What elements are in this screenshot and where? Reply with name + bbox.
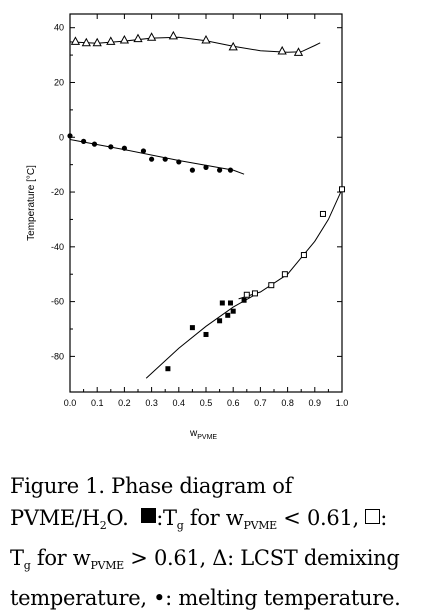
y-axis-label: Temperature [°C] <box>26 165 37 241</box>
y-tick-label: 40 <box>54 23 64 33</box>
filled-circle-marker <box>227 167 234 173</box>
fit-curve <box>238 189 343 300</box>
data-markers <box>67 30 345 372</box>
open-triangle-marker <box>119 34 130 44</box>
open-square-marker <box>243 291 250 298</box>
open-triangle-marker <box>106 36 116 45</box>
open-square-marker <box>268 282 275 289</box>
figure-caption: Figure 1. Phase diagram of PVME/H2O. :Tg… <box>10 470 442 614</box>
x-tick-label: 0.0 <box>64 398 77 408</box>
filled-circle-marker <box>67 133 73 139</box>
filled-square-symbol <box>141 508 157 523</box>
y-tick-label: -60 <box>51 297 64 307</box>
x-tick-label: 0.7 <box>254 398 267 408</box>
x-tick-label: 0.4 <box>173 398 186 408</box>
filled-square-marker <box>203 331 209 337</box>
y-axis-ticks: 40 20 0 -20 -40 -60 -80 <box>51 23 342 361</box>
filled-square-marker <box>217 318 223 324</box>
open-square-marker <box>251 290 258 297</box>
filled-square-marker <box>219 300 225 306</box>
filled-circle-marker <box>176 159 182 165</box>
open-square-marker <box>339 186 345 193</box>
y-tick-label: 0 <box>59 132 64 142</box>
fit-curves <box>69 36 343 379</box>
x-tick-label: 0.1 <box>91 398 104 408</box>
filled-circle-marker <box>162 156 168 162</box>
filled-circle-marker <box>91 141 98 147</box>
y-tick-label: -20 <box>51 187 64 197</box>
x-tick-label: 1.0 <box>336 398 349 408</box>
x-axis-ticks: 0.0 0.1 0.2 0.3 0.4 0.5 0.6 0.7 0.8 0.9 1.0 <box>64 14 349 408</box>
x-tick-label: 0.6 <box>227 398 240 408</box>
x-tick-label: 0.8 <box>281 398 294 408</box>
x-tick-label: 0.5 <box>200 398 213 408</box>
filled-square-marker <box>165 366 171 372</box>
filled-circle-marker <box>149 156 155 162</box>
filled-circle-marker <box>121 145 127 151</box>
open-triangle-marker <box>228 41 238 51</box>
caption-line-1: Figure 1. Phase diagram of <box>10 474 293 498</box>
open-triangle-marker <box>277 45 287 55</box>
open-triangle-marker <box>92 37 102 47</box>
open-triangle-marker <box>70 36 81 45</box>
y-tick-label: 20 <box>54 77 64 87</box>
open-triangle-marker <box>201 34 211 44</box>
open-triangle-marker <box>293 47 304 56</box>
filled-square-marker <box>241 297 247 303</box>
x-tick-label: 0.9 <box>309 398 322 408</box>
open-triangle-marker <box>133 33 143 43</box>
filled-square-marker <box>227 300 233 306</box>
x-axis-label: wPVME <box>189 428 217 441</box>
filled-circle-marker <box>140 148 147 154</box>
open-square-marker <box>281 271 288 278</box>
open-square-marker <box>300 252 307 259</box>
fit-curve <box>69 36 321 53</box>
x-tick-label: 0.2 <box>118 398 131 408</box>
filled-circle-marker <box>81 138 87 144</box>
fit-curve <box>145 294 256 379</box>
filled-square-marker <box>189 325 195 331</box>
filled-square-marker <box>230 308 236 314</box>
filled-square-marker <box>225 312 231 318</box>
caption-line-2: PVME/H2O. :Tg for wPVME < 0.61, : <box>10 506 388 532</box>
y-tick-label: -40 <box>51 242 64 252</box>
y-tick-label: -80 <box>51 351 64 361</box>
x-tick-label: 0.3 <box>145 398 158 408</box>
filled-circle-marker <box>108 144 114 150</box>
filled-circle-marker <box>189 167 195 173</box>
caption-line-3: Tg for wPVME > 0.61, Δ: LCST demixing <box>10 546 400 572</box>
filled-circle-marker <box>217 167 223 173</box>
open-square-symbol <box>365 509 381 524</box>
filled-circle-marker <box>203 164 209 170</box>
open-square-marker <box>319 210 326 217</box>
open-triangle-marker <box>81 37 91 47</box>
open-triangle-marker <box>168 30 179 40</box>
open-triangle-marker <box>146 32 157 41</box>
caption-line-4: temperature, •: melting temperature. <box>10 586 401 610</box>
